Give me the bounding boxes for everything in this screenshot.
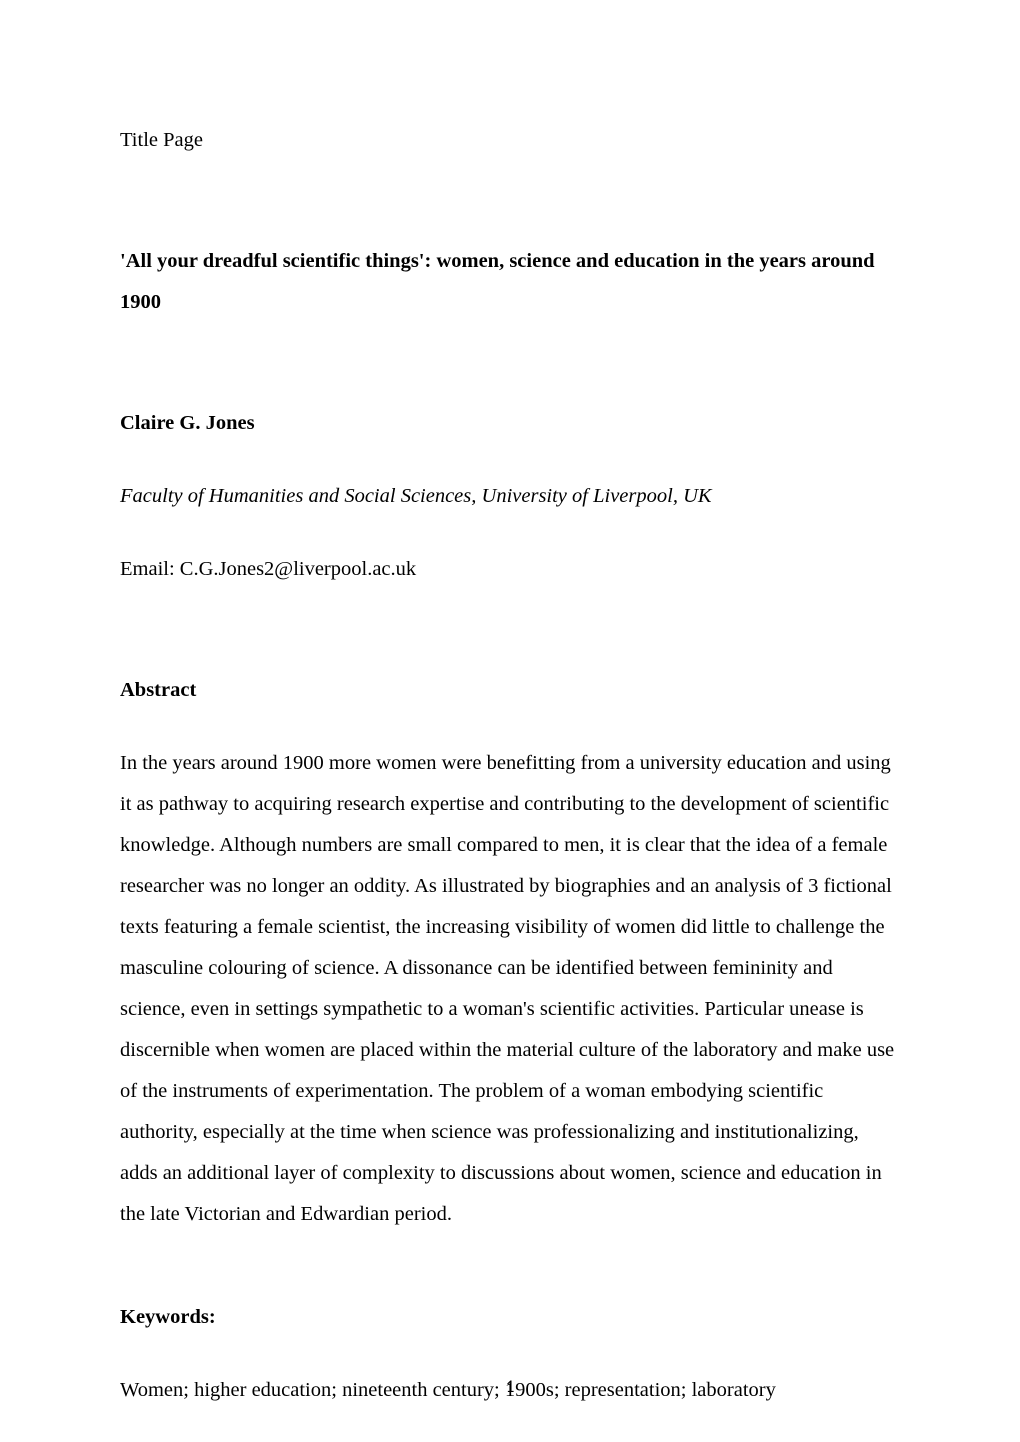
author-name: Claire G. Jones (120, 403, 900, 444)
author-email: Email: C.G.Jones2@liverpool.ac.uk (120, 549, 900, 590)
keywords-heading: Keywords: (120, 1297, 900, 1338)
spacer (120, 193, 900, 241)
spacer (120, 1267, 900, 1297)
abstract-heading: Abstract (120, 670, 900, 711)
abstract-body: In the years around 1900 more women were… (120, 743, 900, 1235)
author-affiliation: Faculty of Humanities and Social Science… (120, 476, 900, 517)
paper-title: 'All your dreadful scientific things': w… (120, 241, 900, 323)
page-root: Title Page 'All your dreadful scientific… (0, 0, 1020, 1442)
title-page-label: Title Page (120, 120, 900, 161)
spacer (120, 355, 900, 403)
spacer (120, 622, 900, 670)
page-number: 1 (0, 1376, 1020, 1397)
